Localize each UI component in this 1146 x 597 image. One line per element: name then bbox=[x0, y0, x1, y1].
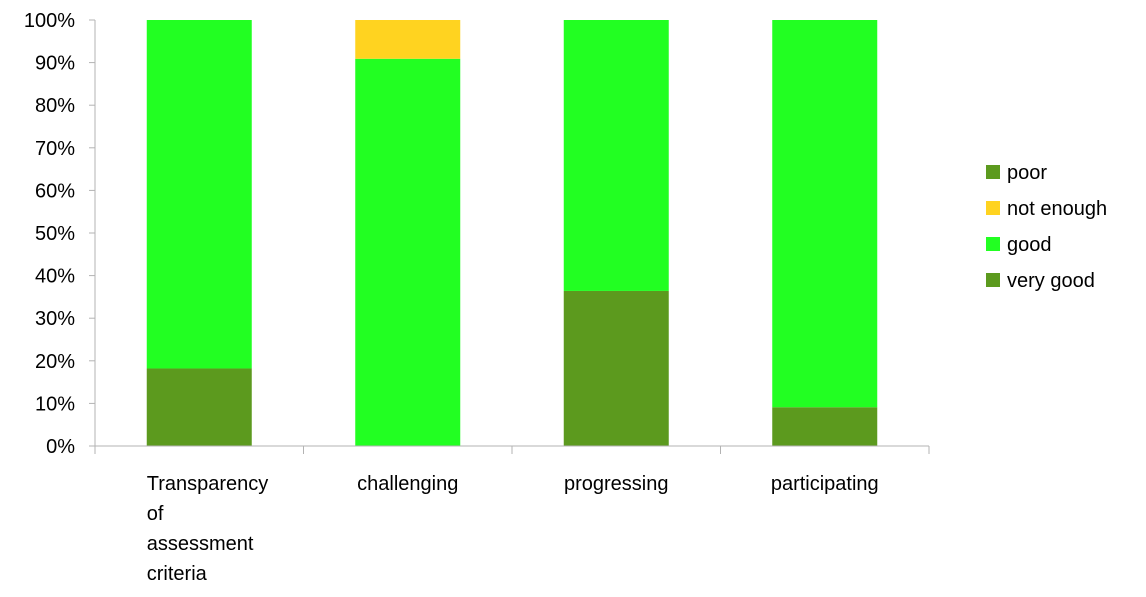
legend-swatch bbox=[986, 273, 1000, 287]
legend-label: not enough bbox=[1007, 198, 1107, 220]
bar-progressing-very-good bbox=[563, 290, 669, 446]
y-tick-label: 40% bbox=[35, 266, 75, 288]
legend-swatch bbox=[986, 201, 1000, 215]
x-tick-label-line: of bbox=[147, 503, 164, 525]
x-tick-label-line: criteria bbox=[147, 563, 208, 585]
bar-challenging-not-enough bbox=[355, 20, 461, 59]
y-tick-label: 90% bbox=[35, 53, 75, 75]
y-tick-label: 50% bbox=[35, 223, 75, 245]
y-tick-label: 100% bbox=[24, 10, 75, 32]
axes bbox=[89, 19, 930, 454]
bars-layer bbox=[146, 20, 878, 447]
x-tick-label-line: Transparency bbox=[147, 473, 269, 495]
legend-item-good: good bbox=[986, 234, 1052, 256]
x-tick-label-participating: participating bbox=[771, 473, 879, 495]
x-tick-label-line: assessment bbox=[147, 533, 254, 555]
y-tick-label: 60% bbox=[35, 180, 75, 202]
legend-label: poor bbox=[1007, 162, 1047, 184]
y-tick-label: 70% bbox=[35, 138, 75, 160]
legend-label: good bbox=[1007, 234, 1052, 256]
y-tick-label: 10% bbox=[35, 393, 75, 415]
y-tick-label: 0% bbox=[46, 436, 75, 458]
legend-item-not-enough: not enough bbox=[986, 198, 1107, 220]
legend: poor not enough good very good bbox=[986, 162, 1107, 292]
legend-swatch bbox=[986, 165, 1000, 179]
bar-transparency-of-assessment-criteria-very-good bbox=[146, 368, 252, 446]
bar-participating-very-good bbox=[772, 407, 878, 446]
legend-swatch bbox=[986, 237, 1000, 251]
legend-item-poor: poor bbox=[986, 162, 1047, 184]
bar-challenging-good bbox=[355, 58, 461, 447]
legend-label: very good bbox=[1007, 270, 1095, 292]
x-tick-labels: Transparency of assessment criteria challeng… bbox=[147, 473, 879, 585]
bar-participating-good bbox=[772, 20, 878, 408]
bar-progressing-good bbox=[563, 20, 669, 291]
y-tick-label: 20% bbox=[35, 351, 75, 373]
x-tick-label-progressing: progressing bbox=[564, 473, 669, 495]
bar-transparency-of-assessment-criteria-good bbox=[146, 20, 252, 369]
legend-item-very-good: very good bbox=[986, 270, 1095, 292]
y-tick-labels: 0% 10% 20% 30% 40% 50% 60% 70% 80% 90% 100% bbox=[24, 10, 75, 458]
x-tick-label-challenging: challenging bbox=[357, 473, 458, 495]
x-tick-label-transparency-of-assessment-criteria: Transparency of assessment criteria bbox=[147, 473, 269, 585]
y-tick-label: 80% bbox=[35, 95, 75, 117]
y-tick-label: 30% bbox=[35, 308, 75, 330]
